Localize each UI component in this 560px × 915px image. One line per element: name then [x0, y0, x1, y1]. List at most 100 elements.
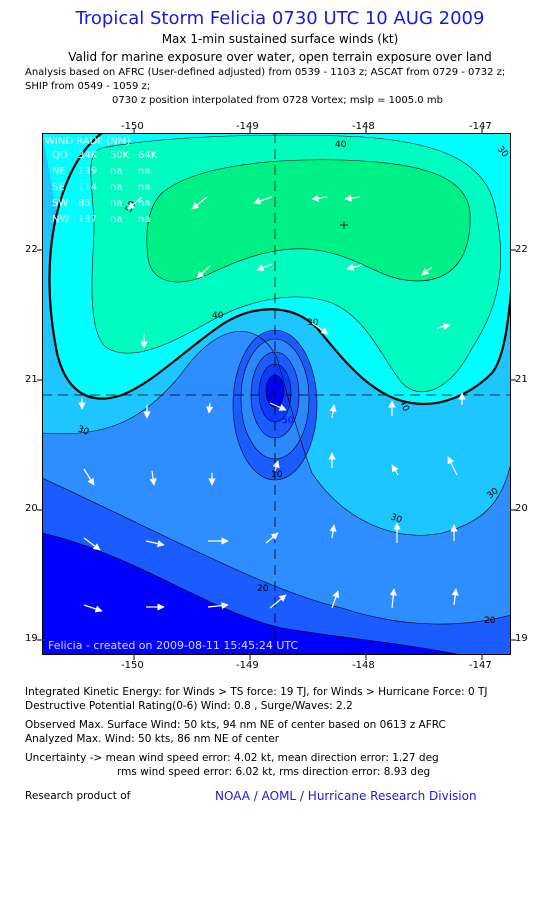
- contour-label: 40: [335, 140, 347, 150]
- contour-line: [42, 477, 511, 625]
- map-title: Tropical Storm Felicia 0730 UTC 10 AUG 2…: [75, 8, 485, 29]
- wind-arrow: [83, 604, 103, 613]
- valid-note: Valid for marine exposure over water, op…: [68, 50, 492, 64]
- wind-arrow: [196, 265, 211, 279]
- uncertainty-line-2: rms wind speed error: 6.02 kt, rms direc…: [117, 766, 431, 778]
- wind-radii-header: QD: [52, 150, 68, 161]
- lat-label-right: 19: [515, 633, 528, 644]
- wind-arrow: [346, 263, 363, 271]
- lat-label-right: 21: [515, 374, 528, 385]
- wind-radii-cell: na: [110, 166, 122, 177]
- ike-line: Integrated Kinetic Energy: for Winds > T…: [25, 686, 488, 698]
- lon-label-top: -147: [469, 121, 492, 132]
- contour-label: 40: [212, 311, 224, 321]
- contour-34kt: [48, 212, 511, 406]
- contour-line: [146, 159, 471, 283]
- wind-arrow: [331, 590, 340, 609]
- wind-radii-cell: NW: [52, 214, 69, 225]
- wind-arrow: [206, 402, 214, 414]
- wind-arrows: [78, 194, 466, 613]
- wind-radii-cell: 137: [78, 214, 97, 225]
- wind-radii-cell: NE: [52, 166, 66, 177]
- wind-arrow: [253, 196, 273, 205]
- analysis-line-1: Analysis based on AFRC (User-defined adj…: [25, 67, 506, 78]
- wind-radii-cell: na: [138, 166, 150, 177]
- wind-arrow: [329, 524, 337, 539]
- wind-arrow: [389, 588, 397, 609]
- wind-radii-header: 34K: [78, 150, 98, 161]
- wind-arrow: [311, 194, 328, 202]
- wind-radii-header: 50K: [110, 150, 130, 161]
- lon-label-bottom: -147: [469, 660, 492, 671]
- contour-label: 40: [397, 399, 410, 413]
- wind-radii-cell: SW: [52, 198, 68, 209]
- wind-radii-cell: na: [110, 182, 122, 193]
- lon-label-bottom: -150: [121, 660, 144, 671]
- wind-arrow: [191, 196, 208, 210]
- contour-label: 50: [282, 416, 294, 426]
- lon-label-top: -150: [121, 121, 144, 132]
- contour-line: [90, 134, 501, 393]
- analyzed-wind-line: Analyzed Max. Wind: 50 kts, 86 nm NE of …: [25, 733, 280, 745]
- wind-radii-table: WIND RADII (NM) QD 34K 50K 64K NE 139 na…: [45, 136, 158, 225]
- wind-radii-cell: na: [110, 198, 122, 209]
- wind-arrow: [272, 460, 280, 472]
- wind-arrow: [149, 470, 157, 486]
- wind-radii-title: WIND RADII (NM): [45, 136, 130, 147]
- wind-radii-cell: 85: [78, 198, 91, 209]
- contour-34kt: [55, 133, 103, 214]
- lon-label-top: -149: [236, 121, 259, 132]
- wind-arrow: [145, 540, 165, 548]
- wind-arrow: [256, 263, 273, 271]
- wind-arrow: [329, 404, 337, 419]
- wind-radii-cell: na: [138, 214, 150, 225]
- wind-arrow: [391, 464, 399, 476]
- contour-label: 20: [484, 616, 496, 626]
- wind-radii-header: 64K: [138, 150, 158, 161]
- wind-arrow: [83, 468, 95, 486]
- wind-map: 40 50 30 40 40 30 30 30 10 30 20 20 50: [42, 133, 511, 655]
- lat-label-left: 22: [25, 244, 38, 255]
- map-subtitle: Max 1-min sustained surface winds (kt): [161, 32, 399, 46]
- wind-arrow: [207, 602, 229, 610]
- wind-arrow: [269, 594, 287, 609]
- lat-label-right: 20: [515, 503, 528, 514]
- wind-arrow: [269, 402, 287, 411]
- max-wind-marker: [340, 221, 348, 229]
- contour-line: [42, 532, 463, 655]
- map-credit: Felicia - created on 2009-08-11 15:45:24…: [48, 639, 298, 652]
- wind-arrow: [447, 456, 458, 476]
- research-label: Research product of: [25, 790, 131, 802]
- wind-arrow: [421, 266, 433, 276]
- wind-arrow: [127, 196, 143, 210]
- map-border: [42, 133, 511, 655]
- wind-radii-cell: 139: [78, 166, 97, 177]
- contour-label: 20: [257, 584, 269, 594]
- lat-label-left: 21: [25, 374, 38, 385]
- wind-arrow: [436, 322, 451, 330]
- lat-label-right: 22: [515, 244, 528, 255]
- wind-radii-cell: SE: [52, 182, 65, 193]
- wind-radii-cell: na: [138, 198, 150, 209]
- analysis-line-3: 0730 z position interpolated from 0728 V…: [112, 95, 443, 106]
- contour-label: 10: [271, 470, 283, 480]
- wind-arrow: [311, 322, 329, 335]
- lat-label-left: 19: [25, 633, 38, 644]
- observed-wind-line: Observed Max. Surface Wind: 50 kts, 94 n…: [25, 719, 446, 731]
- dpr-line: Destructive Potential Rating(0-6) Wind: …: [25, 700, 353, 712]
- wind-radii-cell: na: [110, 214, 122, 225]
- wind-band-50-plus: [146, 159, 471, 282]
- wind-radii-cell: 114: [78, 182, 97, 193]
- lon-label-bottom: -149: [236, 660, 259, 671]
- wind-arrow: [83, 537, 101, 551]
- lat-label-left: 20: [25, 503, 38, 514]
- analysis-line-2: SHIP from 0549 - 1059 z;: [25, 81, 151, 92]
- wind-radii-cell: na: [138, 182, 150, 193]
- wind-arrow: [344, 194, 361, 202]
- contour-label: 30: [76, 424, 90, 437]
- research-org-link[interactable]: NOAA / AOML / Hurricane Research Divisio…: [215, 789, 477, 803]
- wind-arrow: [265, 532, 279, 544]
- wind-arrow: [451, 588, 459, 606]
- lon-label-top: -148: [352, 121, 375, 132]
